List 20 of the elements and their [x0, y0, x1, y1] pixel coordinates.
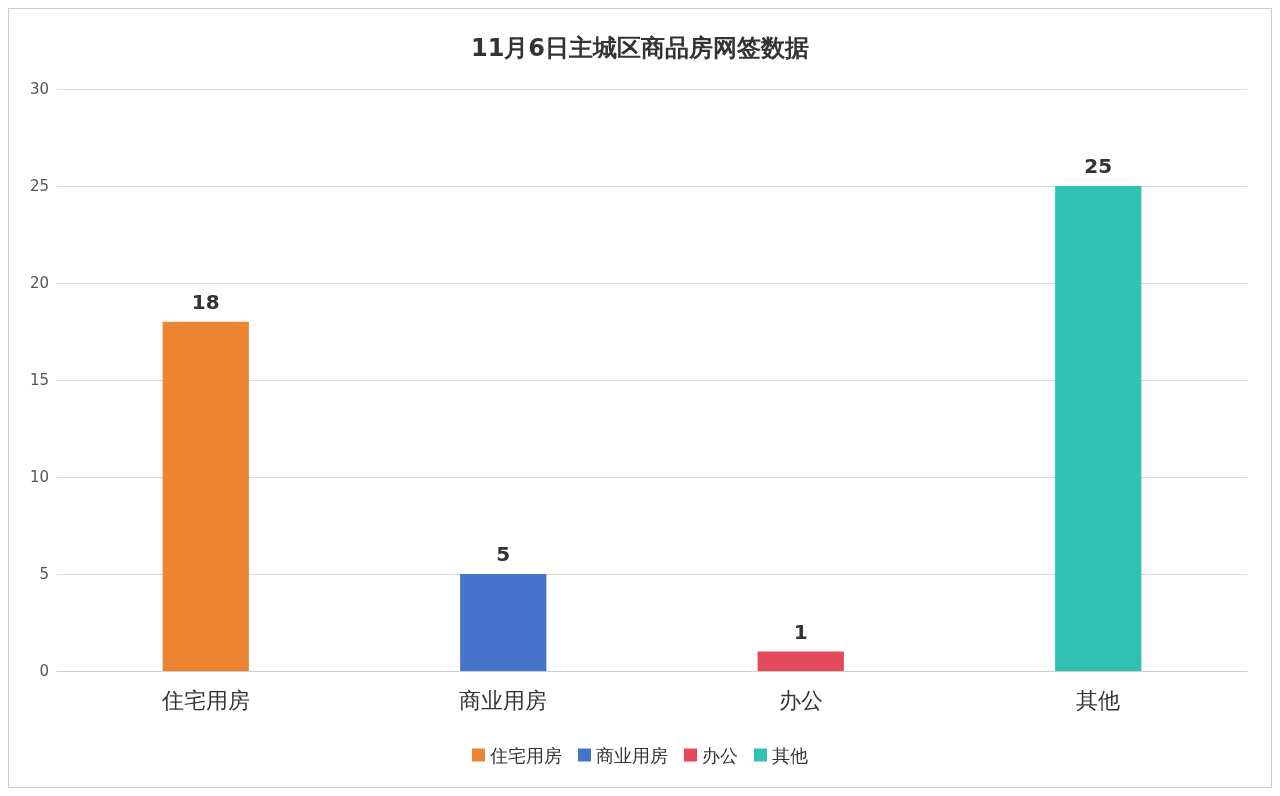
legend-label: 办公 [702, 744, 738, 766]
data-label: 25 [1084, 154, 1113, 178]
legend-label: 住宅用房 [489, 744, 562, 766]
legend-label: 商业用房 [596, 744, 668, 766]
y-tick-label: 30 [29, 80, 49, 98]
chart-title: 11月6日主城区商品房网签数据 [470, 34, 810, 62]
x-tick-label: 商业用房 [459, 687, 548, 713]
legend-label: 其他 [772, 744, 808, 766]
y-tick-label: 25 [29, 177, 49, 195]
data-label: 5 [496, 542, 511, 566]
y-tick-label: 20 [29, 274, 49, 292]
x-tick-label: 其他 [1076, 687, 1121, 713]
y-tick-label: 15 [29, 371, 49, 389]
y-tick-label: 5 [39, 565, 49, 583]
x-tick-label: 办公 [778, 687, 823, 713]
y-tick-label: 10 [29, 468, 49, 486]
x-tick-label: 住宅用房 [160, 687, 250, 713]
y-tick-label: 0 [39, 662, 49, 680]
data-label: 18 [191, 289, 220, 314]
data-label: 1 [793, 619, 808, 644]
